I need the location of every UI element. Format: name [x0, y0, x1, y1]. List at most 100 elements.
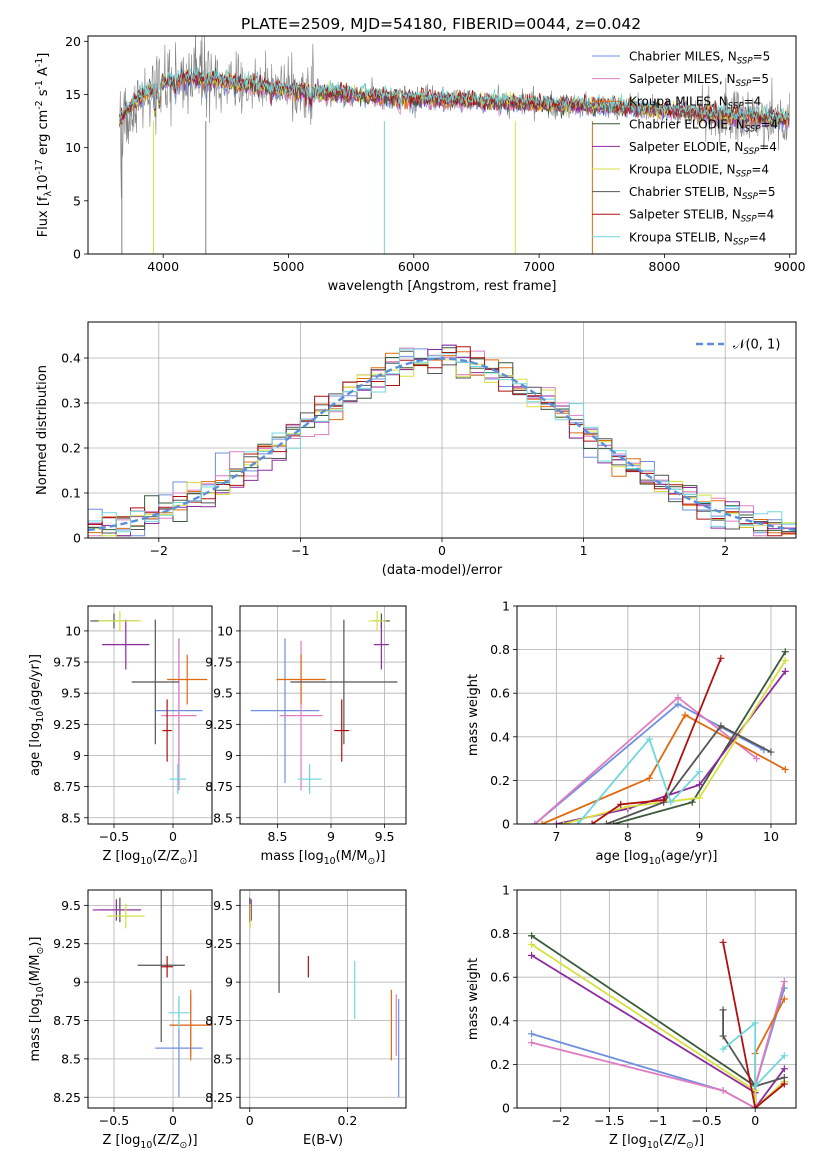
plot-area — [90, 610, 208, 795]
weight-line-7 — [722, 942, 785, 1108]
y-tick-label: 0.4 — [61, 351, 81, 366]
weight-marker-2 — [645, 774, 653, 782]
y-tick-label: 0 — [73, 531, 81, 546]
legend-nssp-value: =5 — [753, 50, 771, 64]
legend-nssp-value: =4 — [757, 208, 775, 222]
weight-marker-2 — [781, 766, 789, 773]
legend-nssp-prefix: , N — [711, 95, 728, 109]
legend-series-name: Chabrier MILES — [629, 50, 720, 64]
weight-line-6 — [606, 724, 772, 824]
residual-histogram-8 — [88, 348, 796, 533]
legend-label-normal: 𝒩(0, 1) — [733, 338, 780, 353]
legend-nssp-subscript: SSP — [743, 147, 760, 157]
label-part: ⊙ — [686, 1140, 694, 1151]
y-tick-label: 0.1 — [61, 486, 81, 501]
y-tick-label: 0.8 — [490, 642, 510, 657]
legend-nssp-value: =5 — [758, 185, 776, 199]
x-tick-label: 0.2 — [337, 1113, 357, 1128]
y-tick-label: 10 — [65, 140, 81, 155]
x-tick-label: −0.5 — [99, 1113, 129, 1128]
label-part: )] — [375, 849, 385, 864]
x-tick-label: 0 — [438, 543, 446, 558]
weight-marker-7 — [719, 938, 727, 946]
x-tick-label: 8.5 — [268, 829, 288, 844]
y-axis-label: mass weight — [466, 674, 481, 756]
weight-marker-3 — [528, 932, 536, 940]
weight-marker-8 — [574, 820, 582, 824]
y-tick-label: 9 — [73, 748, 81, 763]
y-tick-label: 9.25 — [53, 936, 81, 951]
legend-label-1: Salpeter MILES, NSSP=5 — [629, 72, 769, 89]
legend-nssp-value: =4 — [760, 117, 778, 131]
y-tick-label: 15 — [65, 87, 81, 102]
x-tick-label: −0.5 — [691, 1113, 721, 1128]
legend-nssp-subscript: SSP — [745, 124, 762, 134]
label-part: (Z/Z — [659, 1133, 686, 1148]
x-tick-label: 10 — [763, 829, 779, 844]
weight-marker-1 — [674, 694, 682, 702]
x-tick-label: −2 — [552, 1113, 570, 1128]
weight-marker-4 — [781, 667, 789, 675]
weight-line-8 — [722, 1021, 785, 1089]
x-tick-label: 6000 — [398, 259, 430, 274]
x-tick-label: 9000 — [774, 259, 806, 274]
y-tick-label: 0.4 — [490, 1013, 510, 1028]
x-tick-label: −1 — [291, 543, 309, 558]
legend-label-4: Salpeter ELODIE, NSSP=4 — [629, 140, 777, 157]
label-part: 10 — [140, 856, 152, 867]
grid — [240, 890, 406, 1108]
y-tick-label: 1 — [502, 883, 510, 898]
legend-series-name: Salpeter MILES — [629, 72, 719, 86]
panel-mass-vs-ebv: 0 0.2 8.25 8.5 8.75 9 9.25 9.5 E(B-V) — [205, 889, 407, 1148]
legend-nssp-subscript: SSP — [742, 192, 759, 202]
legend-label-2: Kroupa MILES, NSSP=4 — [629, 95, 761, 112]
plot-area — [531, 648, 789, 824]
weight-marker-6 — [602, 820, 610, 824]
grid — [88, 890, 212, 1108]
weight-marker-6 — [717, 722, 725, 730]
legend-series-name: Kroupa STELIB — [629, 230, 716, 244]
legend-nssp-prefix: , N — [725, 185, 742, 199]
x-axis-label: mass [log10(M/M⊙)] — [261, 849, 386, 867]
residual-histogram-7 — [88, 346, 796, 537]
weight-marker-3 — [688, 798, 696, 806]
label-part: ⊙ — [180, 856, 188, 867]
axes-frame — [87, 35, 797, 255]
label-part: erg cm — [36, 110, 51, 159]
legend-nssp-prefix: , N — [727, 140, 744, 154]
label-part: age [log — [596, 849, 649, 864]
label-part: mass [log — [28, 998, 43, 1061]
label-part: 10 — [36, 174, 51, 191]
model-spectrum-8 — [118, 66, 790, 123]
weight-marker-7 — [751, 1104, 759, 1108]
weight-marker-5 — [781, 657, 789, 664]
y-tick-label: 8.75 — [53, 1013, 81, 1028]
x-tick-label: 0 — [751, 1113, 759, 1128]
weight-marker-1 — [780, 978, 788, 986]
label-part: -1 — [34, 80, 45, 89]
x-axis-label: Z [log10(Z/Z⊙)] — [102, 849, 197, 867]
y-tick-label: 0.2 — [490, 773, 510, 788]
label-part: ⊙ — [35, 947, 46, 955]
legend-nssp-prefix: , N — [716, 230, 733, 244]
y-tick-label: 8.5 — [213, 810, 233, 825]
label-part: (data-model)/error — [382, 563, 503, 578]
label-part: (Z/Z — [152, 849, 179, 864]
label-part: (M/M — [336, 849, 368, 864]
plot-area — [249, 890, 400, 1098]
legend-series-name: Salpeter ELODIE — [629, 140, 727, 154]
label-part: E(B-V) — [303, 1133, 343, 1148]
legend-nssp-subscript: SSP — [737, 57, 754, 67]
weight-marker-8 — [695, 768, 703, 776]
x-tick-label: 4000 — [147, 259, 179, 274]
weight-line-8 — [577, 737, 701, 824]
weight-marker-6 — [767, 748, 775, 756]
label-part: age [log — [28, 723, 43, 776]
y-tick-label: 8.75 — [53, 779, 81, 794]
x-tick-label: 0 — [169, 1113, 177, 1128]
label-part: mass weight — [466, 958, 481, 1040]
legend-nssp-value: =4 — [744, 95, 762, 109]
